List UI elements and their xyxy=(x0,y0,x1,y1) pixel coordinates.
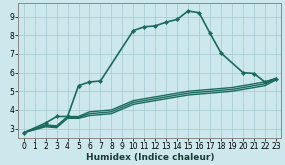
X-axis label: Humidex (Indice chaleur): Humidex (Indice chaleur) xyxy=(86,152,214,162)
